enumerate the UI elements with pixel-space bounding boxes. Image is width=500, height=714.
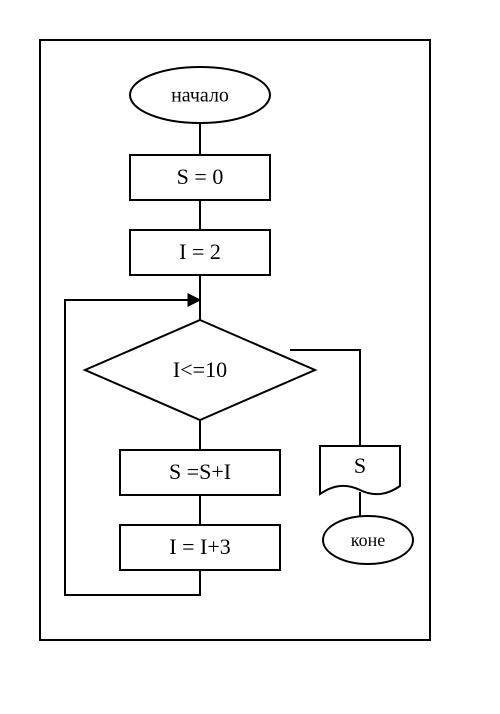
output-s-label: S (354, 453, 366, 478)
process-init-i-label: I = 2 (179, 239, 221, 264)
process-update-s-label: S =S+I (169, 459, 231, 484)
decision-cond-label: I<=10 (173, 357, 227, 382)
process-update-i-label: I = I+3 (169, 534, 230, 559)
process-init-s-label: S = 0 (177, 164, 224, 189)
end-label: коне (351, 530, 385, 550)
start-label: начало (171, 85, 229, 107)
